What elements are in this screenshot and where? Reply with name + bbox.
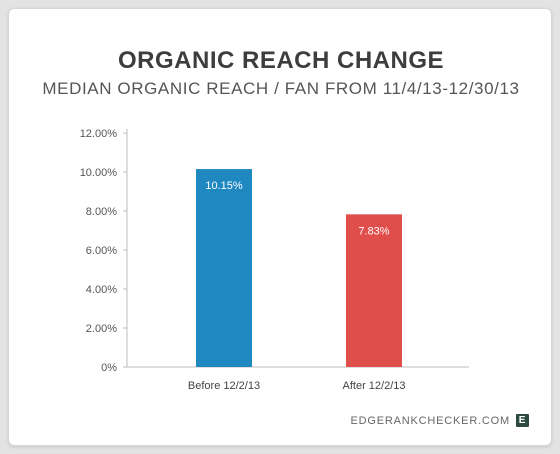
x-category-label: After 12/2/13	[343, 380, 406, 392]
bar-value-label: 7.83%	[358, 225, 389, 237]
y-tick-label: 8.00%	[86, 206, 117, 218]
bar	[346, 214, 402, 367]
x-category-label: Before 12/2/13	[188, 380, 260, 392]
brand-logo-icon: E	[516, 414, 529, 427]
y-tick-label: 10.00%	[80, 167, 118, 179]
brand-text: EDGERANKCHECKER.COM	[350, 414, 510, 427]
y-tick-label: 4.00%	[86, 284, 117, 296]
y-tick-label: 2.00%	[86, 323, 117, 335]
chart-title: ORGANIC REACH CHANGE	[117, 47, 444, 74]
chart-card: ORGANIC REACH CHANGE MEDIAN ORGANIC REAC…	[8, 8, 552, 446]
bar	[196, 169, 252, 367]
bar-value-label: 10.15%	[205, 180, 243, 192]
y-tick-label: 6.00%	[86, 245, 117, 257]
y-tick-label: 12.00%	[80, 128, 118, 140]
y-tick-label: 0%	[101, 362, 117, 374]
brand-footer: EDGERANKCHECKER.COM E	[351, 414, 529, 427]
bar-chart: 0% 2.00% 4.00% 6.00% 8.00% 10.00% 12.00% 10.15%…	[80, 128, 469, 392]
chart-subtitle: MEDIAN ORGANIC REACH / FAN FROM 11/4/13-…	[42, 79, 520, 98]
